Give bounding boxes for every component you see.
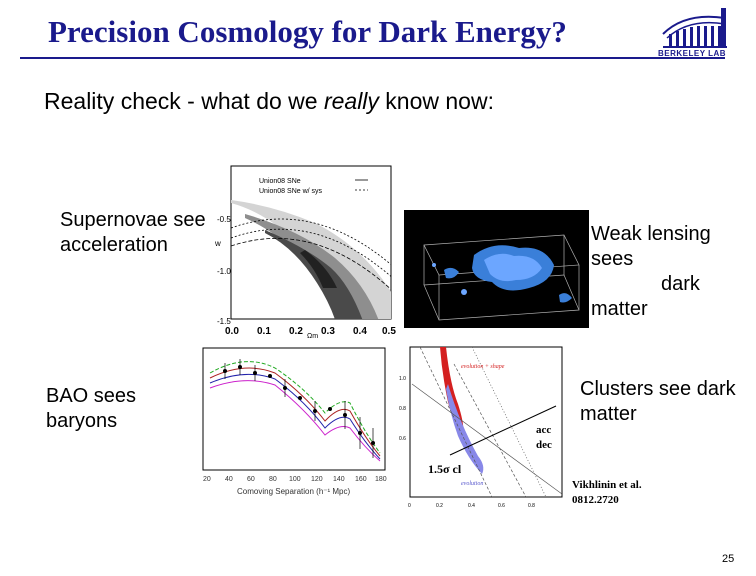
bao-xtick: 40 <box>225 476 233 483</box>
citation-arxiv-id: 0812.2720 <box>572 494 619 506</box>
cluster-ytick: 0.6 <box>399 436 406 442</box>
annotation-dec: dec <box>536 439 552 451</box>
subtitle-suffix: know now: <box>378 88 494 114</box>
bao-xtick: 120 <box>311 476 323 483</box>
sn-legend-entry-2: Union08 SNe w/ sys <box>259 188 323 195</box>
slide-subtitle: Reality check - what do we really know n… <box>44 88 494 115</box>
cluster-constraint-plot: evolution + shape evolution 1.0 0.8 0.6 … <box>399 346 563 509</box>
sn-xtick: 0.0 <box>225 326 239 337</box>
sn-ytick: -0.5 <box>217 215 231 224</box>
annotation-acc: acc <box>536 424 552 436</box>
supernova-contour-plot: Union08 SNe Union08 SNe w/ sys w -0.5 -1… <box>214 165 396 338</box>
cluster-legend-bottom: evolution <box>461 481 483 487</box>
cluster-legend-top: evolution + shape <box>461 364 505 370</box>
citation: Vikhlinin et al. 0812.2720 <box>572 478 642 508</box>
annotation-confidence: 1.5σ cl <box>428 462 462 476</box>
sn-ytick: -1.5 <box>217 317 231 326</box>
sn-y-axis-label: w <box>214 239 221 248</box>
page-number: 25 <box>722 553 735 565</box>
weak-lensing-label-line: Weak lensing <box>591 223 711 245</box>
sn-legend-entry-1: Union08 SNe <box>259 178 301 185</box>
bao-xtick: 160 <box>355 476 367 483</box>
bao-xtick: 140 <box>333 476 345 483</box>
cluster-xtick: 0.8 <box>528 503 535 509</box>
clusters-label: Clusters see dark matter <box>580 378 736 425</box>
bao-label: BAO sees baryons <box>46 385 137 432</box>
cluster-xtick: 0.4 <box>468 503 475 509</box>
weak-lensing-label-line: sees <box>591 248 634 270</box>
cluster-xtick: 0 <box>408 503 411 509</box>
citation-authors: Vikhlinin et al. <box>572 479 642 491</box>
berkeley-lab-logo <box>662 8 727 48</box>
bao-correlation-plot: 20 40 60 80 100 120 140 160 180 Comoving… <box>202 347 387 496</box>
bao-xtick: 100 <box>289 476 301 483</box>
weak-lensing-label-line: dark <box>661 273 700 295</box>
weak-lensing-label: Weak lensing sees dark matter <box>591 222 751 322</box>
cluster-ytick: 1.0 <box>399 376 406 382</box>
cluster-xtick: 0.2 <box>436 503 443 509</box>
sn-xtick: 0.2 <box>289 326 303 337</box>
weak-lensing-label-line: matter <box>591 298 648 320</box>
cluster-xtick: 0.6 <box>498 503 505 509</box>
title-underline <box>20 57 725 59</box>
bao-xtick: 60 <box>247 476 255 483</box>
sn-xtick: 0.3 <box>321 326 335 337</box>
bao-xtick: 180 <box>375 476 387 483</box>
sn-xtick: 0.1 <box>257 326 271 337</box>
cluster-ytick: 0.8 <box>399 406 406 412</box>
bao-xtick: 80 <box>269 476 277 483</box>
subtitle-prefix: Reality check - what do we <box>44 88 324 114</box>
sn-xtick: 0.4 <box>353 326 367 337</box>
subtitle-emphasis: really <box>323 88 379 114</box>
slide-title: Precision Cosmology for Dark Energy? <box>48 14 567 49</box>
sn-x-axis-label: Ωm <box>307 333 318 338</box>
logo-text: BERKELEY LAB <box>658 49 727 58</box>
sn-xtick: 0.5 <box>382 326 396 337</box>
bao-x-axis-label: Comoving Separation (h⁻¹ Mpc) <box>237 487 350 496</box>
weak-lensing-3d-map <box>404 210 589 328</box>
supernovae-label: Supernovae see acceleration <box>60 209 206 256</box>
sn-ytick: -1.0 <box>217 267 231 276</box>
bao-xtick: 20 <box>203 476 211 483</box>
